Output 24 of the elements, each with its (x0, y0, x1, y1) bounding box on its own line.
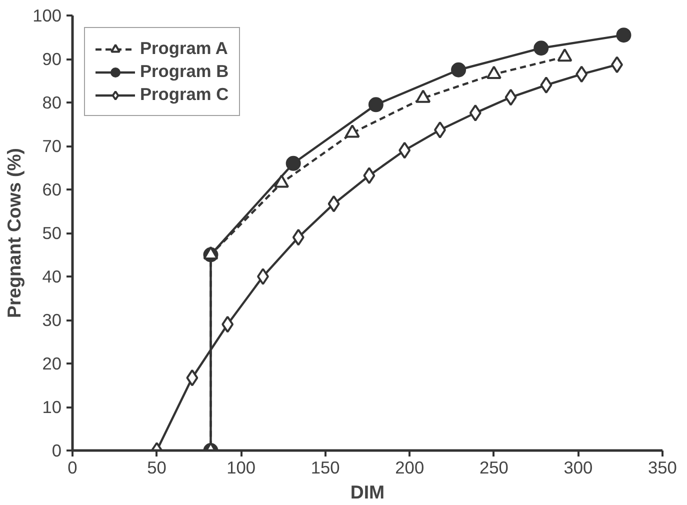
y-tick-label: 90 (42, 49, 62, 69)
y-tick-label: 30 (42, 310, 62, 330)
y-tick-label: 10 (42, 397, 62, 417)
legend-label: Program B (140, 61, 229, 82)
x-tick-label: 200 (395, 458, 424, 478)
x-tick-label: 150 (310, 458, 340, 478)
x-tick-label: 300 (564, 458, 593, 478)
x-axis-title: DIM (350, 482, 385, 502)
x-tick-label: 50 (147, 458, 166, 478)
y-tick-label: 80 (42, 92, 62, 112)
y-tick-label: 70 (42, 136, 62, 156)
x-tick-label: 350 (648, 458, 677, 478)
x-tick-label: 0 (68, 458, 78, 478)
y-tick-label: 60 (42, 180, 62, 200)
y-tick-label: 100 (32, 6, 62, 26)
y-tick-label: 40 (42, 266, 62, 286)
x-tick-label: 250 (479, 458, 508, 478)
y-axis-title: Pregnant Cows (%) (4, 148, 25, 318)
y-tick-label: 50 (42, 223, 62, 243)
legend-label: Program C (140, 84, 229, 105)
x-tick-label: 100 (226, 458, 256, 478)
y-tick-label: 0 (52, 440, 62, 460)
legend-label: Program A (140, 38, 228, 59)
y-tick-label: 20 (42, 354, 62, 374)
